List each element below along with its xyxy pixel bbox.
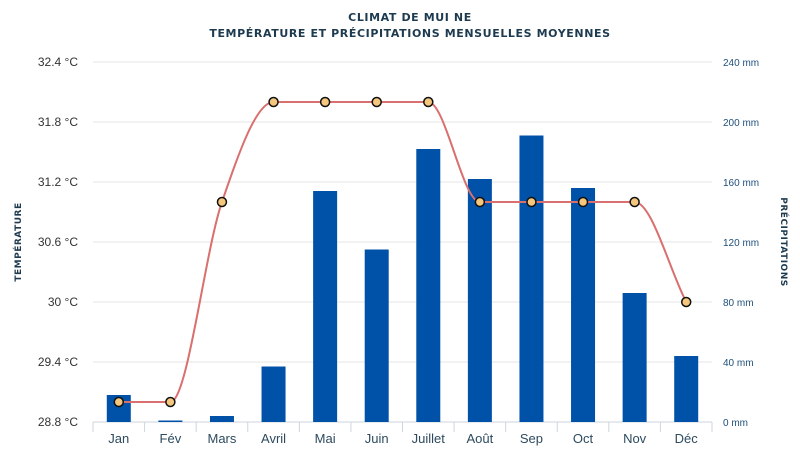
- x-tick-label: Août: [467, 431, 494, 446]
- chart-title: CLIMAT DE MUI NE: [348, 11, 472, 24]
- temperature-point: [165, 396, 176, 408]
- temperature-point: [268, 96, 279, 108]
- temperature-point: [319, 96, 331, 108]
- x-tick-label: Fév: [160, 431, 182, 446]
- precip-bar: [467, 179, 492, 422]
- chart-subtitle: TEMPÉRATURE ET PRÉCIPITATIONS MENSUELLES…: [209, 27, 610, 40]
- x-tick-label: Juin: [365, 431, 389, 446]
- temperature-point: [629, 196, 640, 208]
- temperature-point: [680, 296, 692, 308]
- temperature-point: [577, 196, 589, 208]
- y-left-tick: 30 °C: [48, 295, 78, 309]
- x-tick-label: Nov: [623, 431, 647, 446]
- temperature-point: [526, 196, 537, 208]
- precip-bar: [571, 188, 596, 422]
- x-tick-label: Oct: [573, 431, 594, 446]
- y-right-tick: 240 mm: [723, 58, 759, 69]
- precip-bar: [313, 191, 338, 422]
- y-right-tick: 200 mm: [723, 118, 759, 129]
- precip-bar: [519, 135, 544, 422]
- y-right-tick: 120 mm: [723, 238, 759, 249]
- temperature-point: [113, 396, 125, 408]
- y-left-tick: 28.8 °C: [38, 415, 78, 429]
- x-tick-label: Sep: [520, 431, 543, 446]
- y-right-tick: 40 mm: [723, 358, 754, 369]
- y-left-tick: 31.8 °C: [38, 115, 78, 129]
- precip-bar: [261, 366, 286, 422]
- y-right-tick: 80 mm: [723, 298, 754, 309]
- temperature-point: [371, 96, 382, 108]
- precip-bar: [416, 149, 441, 422]
- temperature-point: [216, 196, 228, 208]
- precip-bar: [158, 420, 183, 422]
- y-left-label: TEMPÉRATURE: [12, 202, 24, 281]
- x-tick-label: Juillet: [412, 431, 446, 446]
- y-left-tick: 32.4 °C: [38, 55, 78, 69]
- x-tick-label: Avril: [261, 431, 286, 446]
- temperature-point: [423, 96, 434, 108]
- y-right-tick: 160 mm: [723, 178, 759, 189]
- precip-bar: [364, 249, 389, 422]
- x-tick-label: Jan: [108, 431, 129, 446]
- precip-bar: [674, 356, 699, 422]
- y-left-tick: 30.6 °C: [38, 235, 78, 249]
- x-tick-label: Mars: [208, 431, 237, 446]
- precip-bar: [209, 416, 234, 422]
- y-left-tick: 29.4 °C: [38, 355, 78, 369]
- y-left-tick: 31.2 °C: [38, 175, 78, 189]
- temperature-point: [474, 196, 486, 208]
- x-tick-label: Mai: [315, 431, 336, 446]
- temperature-line: [118, 101, 688, 403]
- y-right-tick: 0 mm: [723, 418, 748, 429]
- precip-bar: [622, 293, 647, 422]
- y-right-label: PRÉCIPITATIONS: [778, 197, 790, 286]
- x-tick-label: Déc: [675, 431, 699, 446]
